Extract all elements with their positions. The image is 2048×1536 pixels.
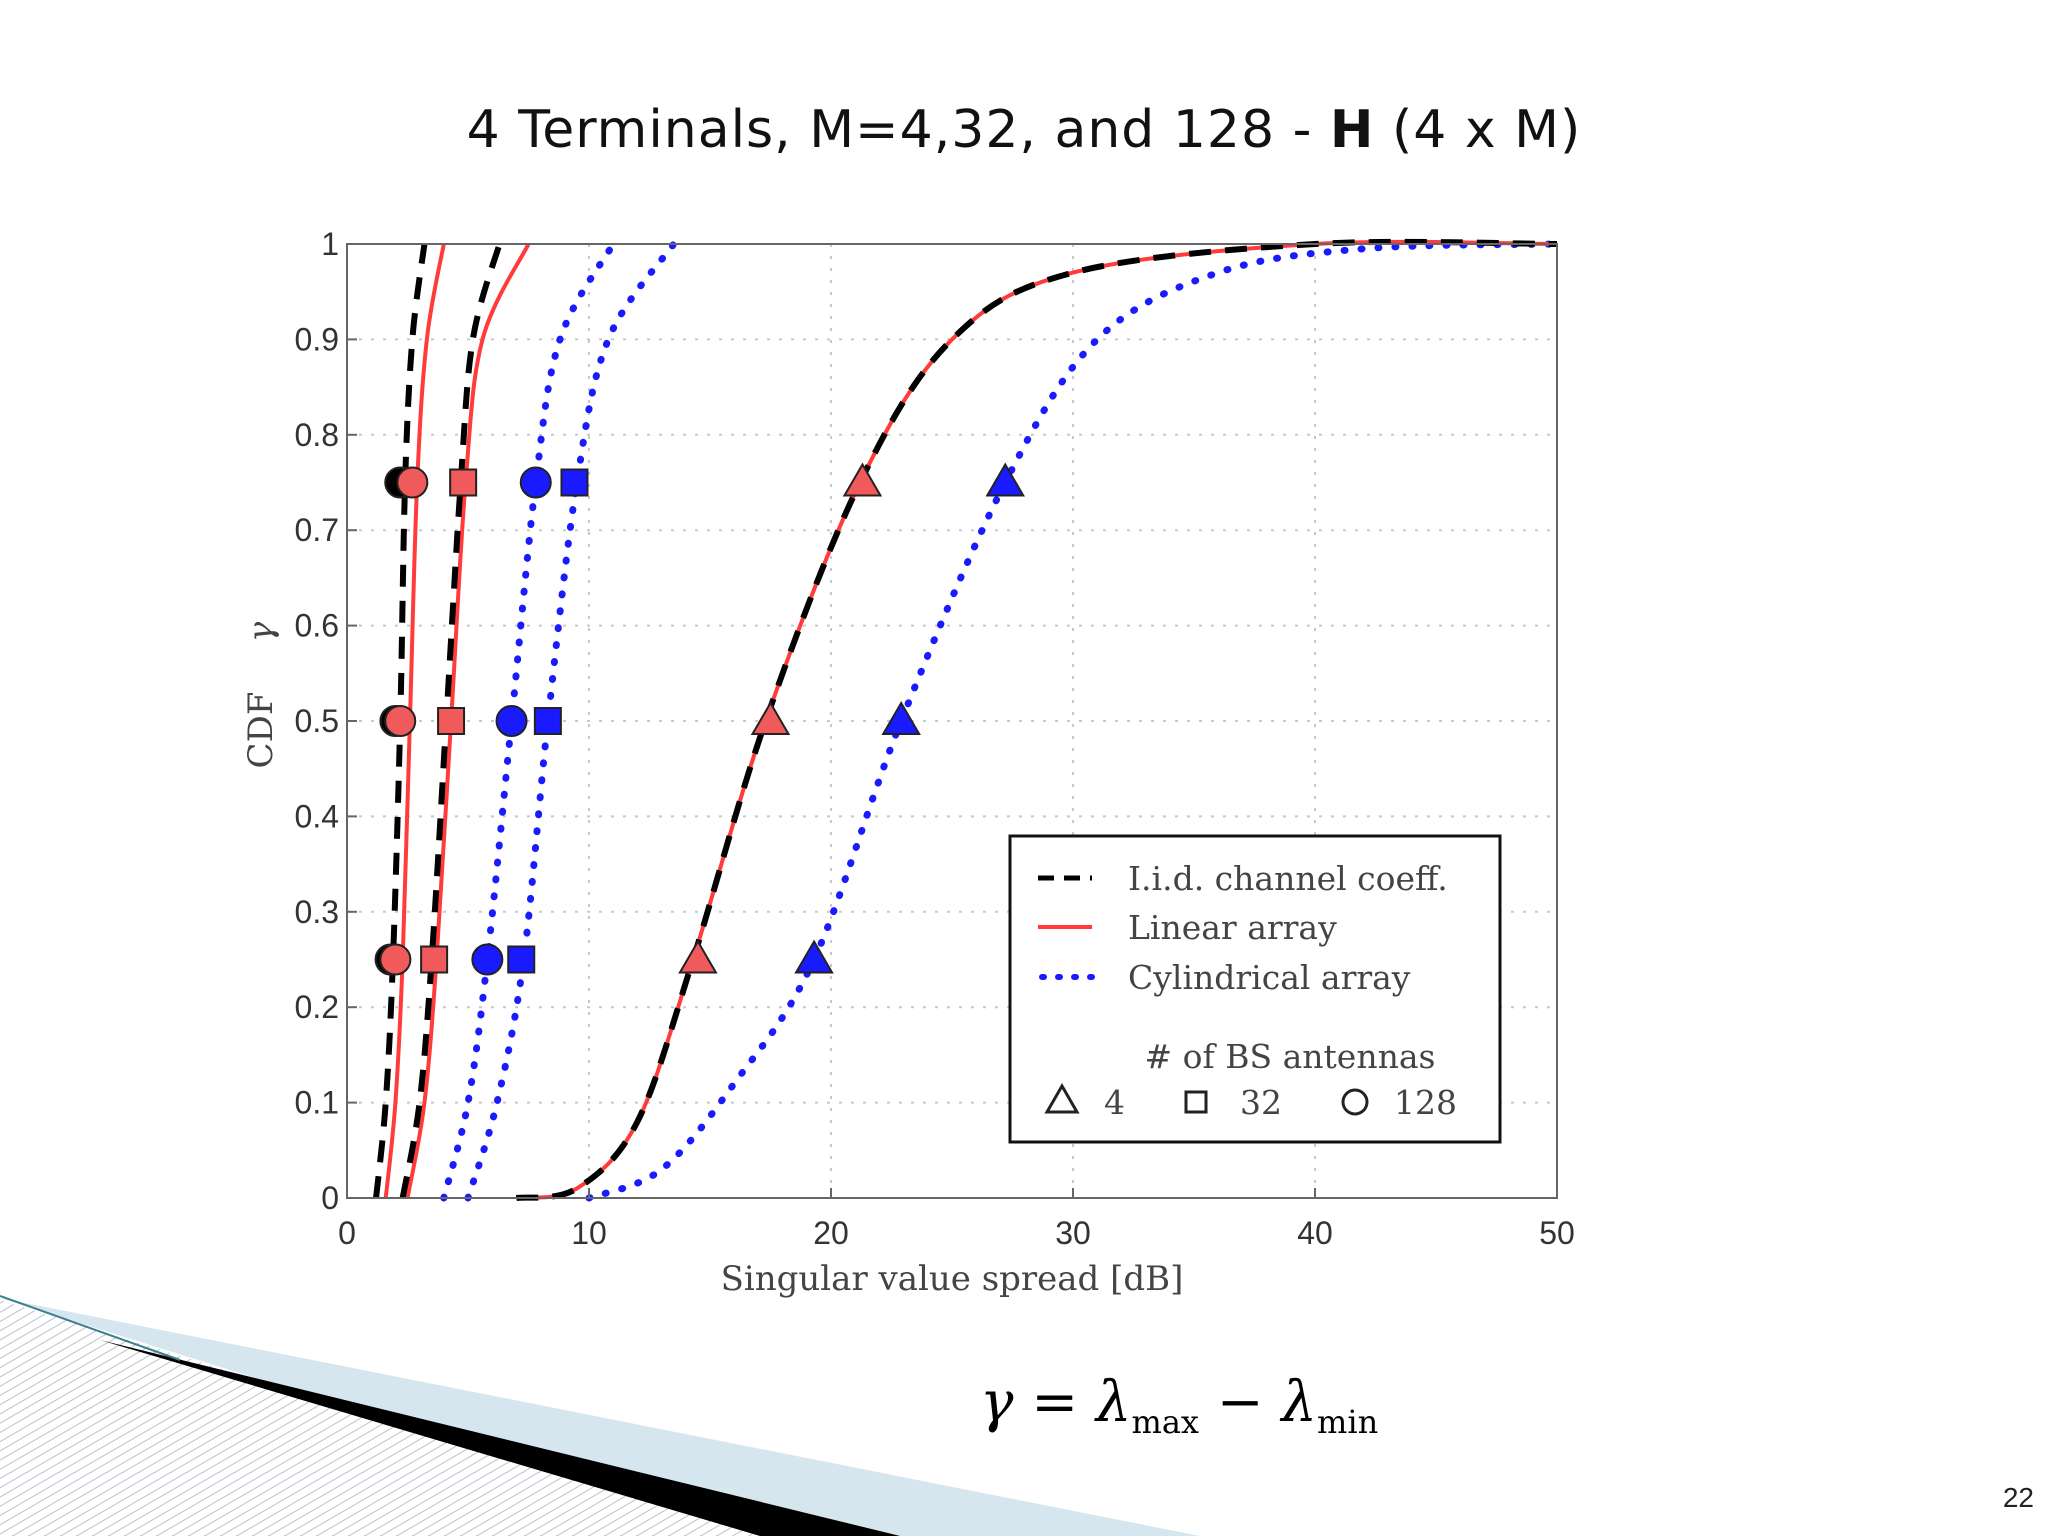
formula-equals: = (1013, 1370, 1096, 1435)
legend-entry-iid: I.i.d. channel coeff. (1128, 859, 1448, 898)
marker-square-cylindrical (533, 707, 562, 735)
marker-square-cylindrical (560, 468, 589, 497)
y-tick-label: 0.2 (295, 989, 339, 1025)
y-tick-label: 0.4 (295, 798, 339, 834)
y-tick-label: 0.9 (295, 321, 339, 357)
tick-layer: 0 10 20 30 40 50 0 0.1 0.2 0.3 0.4 0.5 0.6 0.7 0.8 0.9 1 (295, 226, 1575, 1251)
legend-entry-linear: Linear array (1128, 908, 1337, 947)
x-tick-label: 20 (813, 1215, 849, 1251)
formula-lambda-max: λ (1096, 1370, 1132, 1435)
slide-title-bold-h: H (1329, 100, 1375, 160)
decor-light-blue-band (0, 1298, 1200, 1536)
formula-gamma: γ (980, 1370, 1014, 1435)
marker-triangle-cylindrical (794, 939, 834, 974)
marker-square-linear (449, 468, 478, 497)
marker-circle-linear (379, 943, 412, 976)
x-tick-label: 0 (338, 1215, 356, 1251)
x-tick-label: 30 (1055, 1215, 1091, 1251)
slide-title-prefix: 4 Terminals, M=4,32, and 128 - (466, 100, 1330, 160)
y-axis-symbol: γ (241, 621, 281, 642)
marker-layer (374, 462, 1025, 976)
legend-antenna-128: 128 (1394, 1083, 1457, 1122)
legend-circle-icon (1341, 1088, 1369, 1116)
formula-min-subscript: min (1317, 1403, 1379, 1442)
decor-teal-line (0, 1295, 181, 1361)
decor-black-swoosh (100, 1340, 900, 1536)
x-tick-label: 50 (1539, 1215, 1575, 1251)
x-tick-label: 40 (1297, 1215, 1333, 1251)
y-axis-label: CDF (241, 692, 281, 769)
y-tick-label: 0.5 (295, 703, 339, 739)
y-tick-label: 0.1 (295, 1085, 339, 1121)
y-tick-label: 0.8 (295, 417, 339, 453)
curve-cylindrical-M4 (585, 240, 1561, 1202)
legend: I.i.d. channel coeff. Linear array Cylin… (1008, 834, 1502, 1144)
legend-square-icon (1184, 1090, 1208, 1114)
y-tick-label: 0 (321, 1180, 339, 1216)
legend-box (1008, 834, 1502, 1144)
y-tick-label: 1 (321, 226, 339, 262)
y-tick-label: 0.6 (295, 608, 339, 644)
formula-lambda-min: λ (1281, 1370, 1318, 1435)
marker-circle-linear (384, 705, 417, 737)
marker-circle-cylindrical (519, 466, 552, 499)
slide-title-suffix: (4 x M) (1374, 100, 1582, 160)
marker-triangle-cylindrical (881, 701, 921, 735)
marker-triangle-cylindrical (985, 462, 1025, 497)
curve-cylindrical-M128 (440, 240, 617, 1202)
formula-minus: − (1198, 1370, 1282, 1435)
y-tick-label: 0.3 (295, 894, 339, 930)
curve-cylindrical-M32 (464, 240, 678, 1202)
legend-antenna-title: # of BS antennas (1145, 1037, 1436, 1076)
marker-square-linear (437, 707, 466, 735)
legend-triangle-icon (1044, 1082, 1080, 1114)
marker-circle-cylindrical (471, 943, 504, 976)
marker-triangle-linear (750, 701, 791, 735)
marker-triangle-linear (842, 462, 883, 497)
marker-square-linear (420, 945, 449, 974)
marker-circle-linear (396, 466, 429, 499)
marker-triangle-linear (678, 939, 718, 974)
decor-hatch-band (0, 1296, 760, 1536)
marker-square-cylindrical (507, 945, 536, 974)
legend-entry-cylindrical: Cylindrical array (1128, 958, 1411, 997)
gamma-formula: γ = λmax − λmin (980, 1370, 1378, 1441)
y-axis-label-group: CDF γ (241, 621, 281, 768)
formula-max-subscript: max (1131, 1403, 1199, 1442)
legend-antenna-4: 4 (1104, 1083, 1125, 1122)
x-axis-label: Singular value spread [dB] (721, 1259, 1184, 1299)
curve-iid-M4 (515, 238, 1558, 1201)
marker-circle-cylindrical (495, 705, 528, 737)
x-tick-label: 10 (571, 1215, 607, 1251)
y-tick-label: 0.7 (295, 512, 339, 548)
slide-title: 4 Terminals, M=4,32, and 128 - H (4 x M) (0, 100, 2048, 160)
legend-antenna-32: 32 (1240, 1083, 1282, 1122)
page-number: 22 (2002, 1482, 2034, 1513)
